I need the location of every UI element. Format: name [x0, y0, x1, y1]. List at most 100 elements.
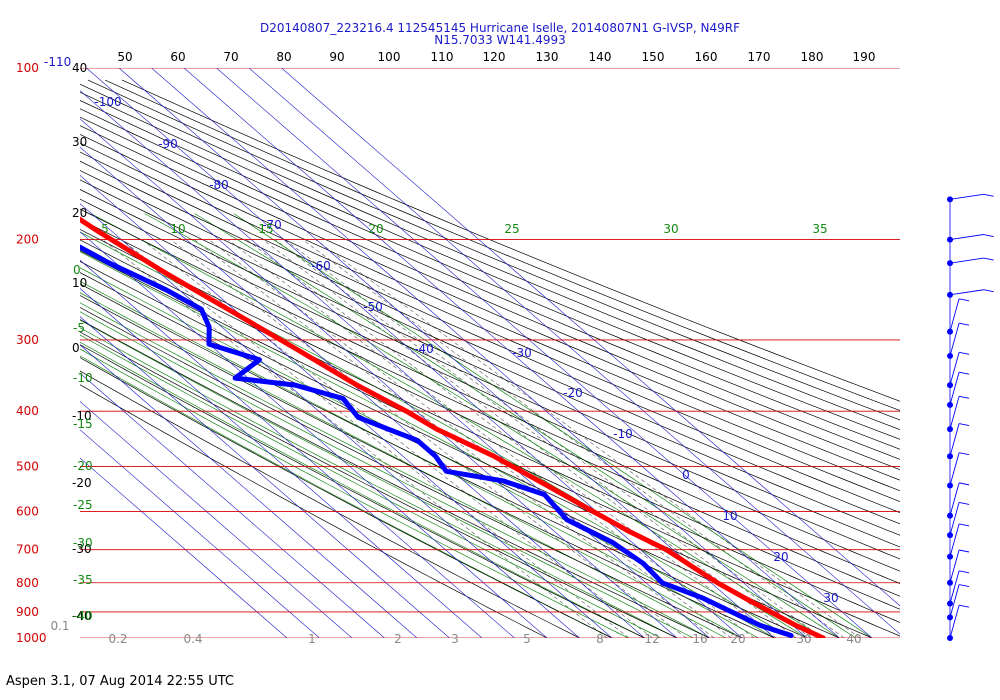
mixing-ratio-label: 2: [394, 632, 402, 646]
theta-top-label: 90: [329, 50, 344, 64]
wind-barb-staff: [949, 257, 984, 264]
moist-adiabat-line: [80, 292, 743, 638]
moist-adiabat-left-label: -40: [73, 609, 93, 623]
theta-top-label: 140: [589, 50, 612, 64]
mixing-ratio-line: [194, 239, 715, 638]
moist-adiabat-top-label: 15: [258, 222, 273, 236]
wind-barb-flag: [959, 604, 970, 608]
dry-adiabat-line: [80, 370, 581, 638]
wind-barb-staff: [949, 289, 984, 296]
mixing-ratio-label: 30: [796, 632, 811, 646]
moist-adiabat-line: [233, 213, 873, 638]
mixing-ratio-label: 12: [644, 632, 659, 646]
wind-barb-staff: [949, 549, 960, 583]
moist-adiabat-line: [80, 302, 726, 638]
isotherm-line: [118, 68, 775, 638]
pressure-label: 700: [16, 543, 39, 557]
moist-adiabat-top-label: 25: [504, 222, 519, 236]
moist-adiabat-left-label: -5: [73, 321, 85, 335]
mixing-ratio-line: [315, 239, 861, 638]
isotherm-line: [80, 401, 353, 638]
isotherm-label: -70: [262, 218, 282, 232]
dry-adiabat-line: [80, 179, 900, 548]
wind-barb-staff: [949, 482, 960, 516]
moist-adiabat-line: [80, 319, 694, 638]
wind-barb-staff: [949, 423, 960, 457]
wind-barb-flag: [959, 298, 970, 302]
mixing-ratio-line: [170, 239, 687, 638]
moist-adiabat-left-label: -35: [73, 573, 93, 587]
chart-title-line2: N15.7033 W141.4993: [434, 33, 566, 47]
dry-adiabat-line: [80, 344, 646, 638]
moist-adiabat-line: [80, 251, 791, 638]
dry-adiabat-line: [80, 331, 678, 638]
dry-adiabat-line: [80, 272, 841, 638]
dry-adiabat-line: [121, 79, 900, 402]
moist-adiabat-line: [80, 348, 629, 638]
theta-left-label: 30: [72, 135, 87, 149]
mixing-ratio-label: 3: [451, 632, 459, 646]
wind-barb-flag: [983, 193, 994, 197]
mixing-ratio-label: 8: [596, 632, 604, 646]
wind-barb-flag: [959, 452, 970, 456]
dry-adiabat-line: [80, 83, 900, 430]
isotherm-label: -60: [311, 259, 331, 273]
wind-barb-staff: [949, 605, 960, 639]
wind-barb-staff: [949, 298, 960, 332]
footer-text: Aspen 3.1, 07 Aug 2014 22:55 UTC: [6, 674, 235, 689]
moist-adiabat-left-label: -30: [73, 536, 93, 550]
dry-adiabat-line: [104, 79, 900, 411]
dry-adiabat-line: [80, 198, 900, 572]
pressure-label: 100: [16, 61, 39, 75]
wind-barb-flag: [959, 549, 970, 553]
temperature-trace: [80, 216, 826, 638]
moist-adiabat-line: [80, 280, 759, 638]
wind-barb-flag: [959, 351, 970, 355]
wind-barb-staff: [949, 193, 984, 200]
theta-top-label: 70: [223, 50, 238, 64]
dry-adiabat-line: [80, 100, 900, 450]
pressure-label: 1000: [16, 631, 47, 645]
dry-adiabat-line: [80, 319, 711, 638]
moist-adiabat-line: [80, 327, 678, 638]
dry-adiabat-line: [80, 208, 900, 584]
temperature-top-point: [14, 167, 20, 173]
wind-barb-staff: [949, 502, 960, 536]
isotherm-line: [80, 146, 645, 638]
wind-barb-staff: [949, 372, 960, 406]
wind-barb-flag: [959, 501, 970, 505]
dry-adiabat-line: [80, 239, 900, 623]
mixing-ratio-label: 0.1: [50, 619, 69, 633]
pressure-label: 600: [16, 505, 39, 519]
pressure-label: 500: [16, 459, 39, 473]
dry-adiabat-line: [80, 384, 548, 638]
pressure-label: 200: [16, 233, 39, 247]
isotherm-label: -50: [363, 300, 383, 314]
wind-barb-staff: [949, 352, 960, 386]
theta-top-label: 60: [170, 50, 185, 64]
wind-barb-flag: [983, 234, 994, 237]
dry-adiabat-line: [80, 218, 900, 597]
theta-top-label: 170: [748, 50, 771, 64]
moist-adiabat-left-label: 0: [73, 263, 81, 277]
moist-adiabat-left-label: -15: [73, 417, 93, 431]
isotherm-line: [281, 68, 900, 607]
theta-left-label: 10: [72, 276, 87, 290]
theta-left-label: 40: [72, 61, 87, 75]
moist-adiabat-top-label: 20: [368, 222, 383, 236]
dry-adiabat-line: [80, 116, 900, 471]
wind-barb-staff: [949, 584, 960, 618]
moist-adiabat-line: [80, 334, 661, 638]
theta-top-label: 160: [695, 50, 718, 64]
wind-barb-flag: [959, 322, 970, 326]
isotherm-line: [80, 288, 483, 638]
dry-adiabat-line: [80, 306, 743, 638]
dry-adiabat-line: [80, 151, 900, 514]
wind-barb-flag: [959, 570, 970, 574]
theta-top-label: 110: [431, 50, 454, 64]
isotherm-line: [183, 68, 840, 638]
theta-top-label: 130: [536, 50, 559, 64]
wind-barb-flag: [959, 523, 970, 527]
isotherm-line: [216, 68, 873, 638]
